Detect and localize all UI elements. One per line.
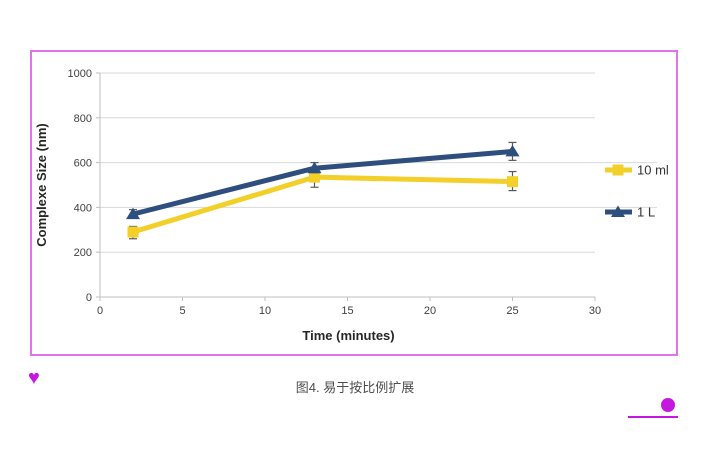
dot-icon <box>661 398 675 412</box>
series-line-10-ml <box>132 174 513 235</box>
figure-caption: 图4. 易于按比例扩展 <box>295 380 415 395</box>
legend-marker <box>611 205 625 217</box>
data-point-marker <box>507 176 518 188</box>
y-axis-title: Complexe Size (nm) <box>34 123 49 247</box>
data-point-marker <box>307 161 322 174</box>
line-chart: 0 200 400 600 800 1000 0 5 10 15 20 25 30 Time (minut… <box>34 68 669 343</box>
legend-label: 1 L <box>637 205 655 220</box>
y-tick-label: 0 <box>86 292 92 304</box>
x-tick-label: 0 <box>97 305 103 317</box>
x-tick-label: 20 <box>424 305 436 317</box>
x-tick-label: 15 <box>341 305 353 317</box>
y-tick-label: 200 <box>74 247 92 259</box>
legend-marker <box>612 164 624 176</box>
data-point-marker <box>126 207 140 220</box>
underline-decoration <box>628 416 678 418</box>
x-tick-label: 30 <box>589 305 601 317</box>
data-point-marker <box>127 226 139 238</box>
data-point-marker <box>505 144 520 157</box>
legend-label: 10 ml <box>637 163 669 178</box>
heart-icon: ♥ <box>28 367 40 389</box>
y-tick-label: 800 <box>74 113 92 125</box>
x-tick-label: 10 <box>259 305 271 317</box>
data-point-marker <box>309 171 320 183</box>
x-axis-title: Time (minutes) <box>302 328 394 343</box>
y-tick-label: 600 <box>74 158 92 170</box>
figure-frame: 0 200 400 600 800 1000 0 5 10 15 20 25 30 Time (minut… <box>30 50 678 356</box>
x-tick-label: 5 <box>179 305 185 317</box>
y-tick-label: 400 <box>74 202 92 214</box>
y-tick-label: 1000 <box>68 68 92 80</box>
x-tick-label: 25 <box>506 305 518 317</box>
